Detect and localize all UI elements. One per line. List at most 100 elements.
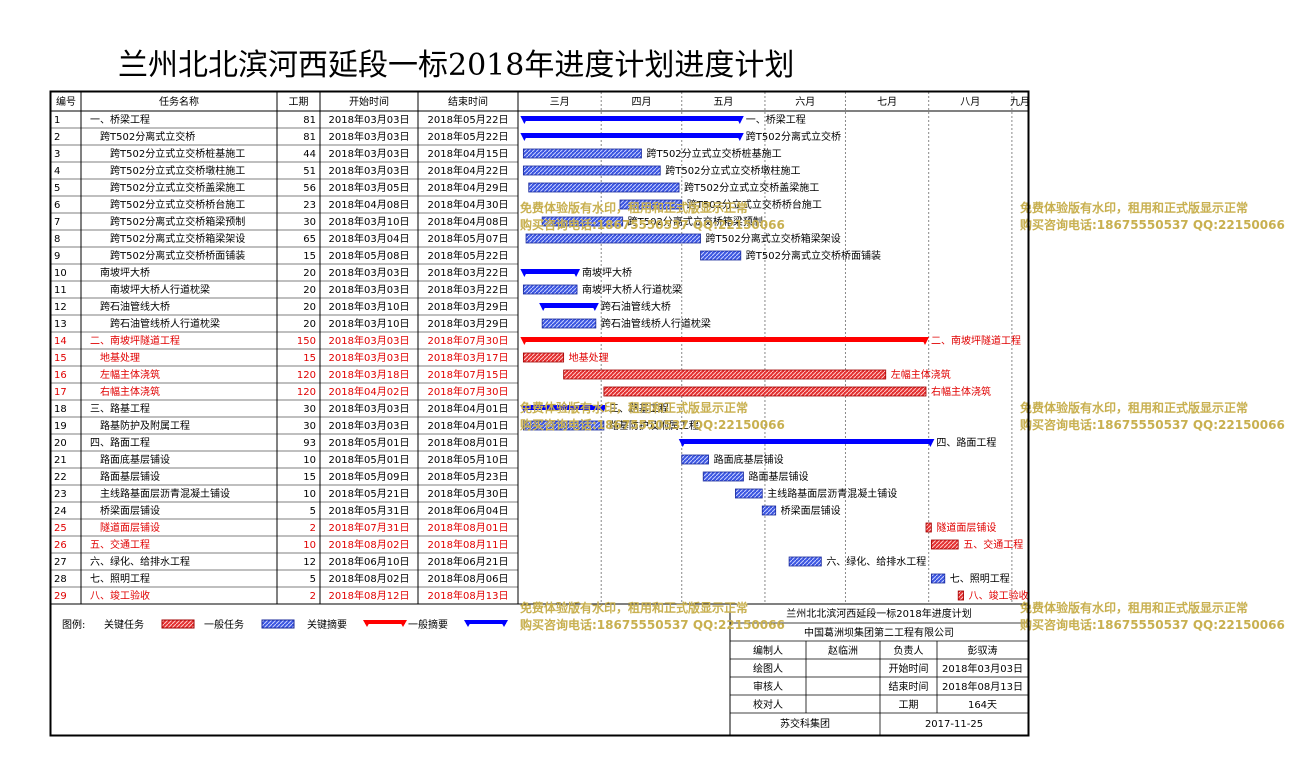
task-start: 2018年03月05日 xyxy=(329,181,410,194)
info-cell: 164天 xyxy=(968,700,997,711)
header-name: 任务名称 xyxy=(159,95,199,108)
task-start: 2018年05月31日 xyxy=(329,504,410,517)
task-name: 跨T502分立式立交桥盖梁施工 xyxy=(110,181,245,194)
task-start: 2018年04月08日 xyxy=(329,198,410,211)
task-start: 2018年03月03日 xyxy=(329,351,410,364)
task-name: 地基处理 xyxy=(100,351,140,364)
watermark-line2: 购买咨询电话:18675550537 QQ:22150066 xyxy=(520,417,785,432)
bar-label: 南坡坪大桥 xyxy=(582,266,632,279)
header-duration: 工期 xyxy=(289,96,309,108)
task-name: 跨石油管线桥人行道枕梁 xyxy=(110,317,220,330)
task-duration: 44 xyxy=(303,149,316,160)
task-duration: 30 xyxy=(303,421,316,432)
info-footer-right: 2017-11-25 xyxy=(925,719,983,730)
legend-item-label: 关键任务 xyxy=(104,618,144,631)
summary-bar-start-cap xyxy=(520,116,529,124)
watermark-line2: 购买咨询电话:18675550537 QQ:22150066 xyxy=(1020,217,1285,232)
task-id: 6 xyxy=(54,200,60,211)
bar-label: 隧道面层铺设 xyxy=(936,521,996,534)
bar-label: 二、南坡坪隧道工程 xyxy=(931,334,1021,347)
summary-bar-end-cap xyxy=(926,439,935,447)
watermark-line1: 免费体验版有水印，租用和正式版显示正常 xyxy=(1020,400,1248,415)
task-start: 2018年03月03日 xyxy=(329,266,410,279)
task-name: 四、路面工程 xyxy=(90,436,150,449)
info-cell: 工期 xyxy=(899,699,919,711)
task-id: 10 xyxy=(54,268,67,279)
legend-swatch xyxy=(365,620,405,624)
task-duration: 51 xyxy=(303,166,316,177)
task-duration: 15 xyxy=(303,353,316,364)
task-duration: 2 xyxy=(310,523,316,534)
task-start: 2018年08月12日 xyxy=(329,589,410,602)
bar-label: 跨T502分立式立交桥桥台施工 xyxy=(687,198,822,211)
task-end: 2018年04月08日 xyxy=(428,215,509,228)
month-label: 八月 xyxy=(960,96,980,108)
bar-label: 地基处理 xyxy=(569,351,609,364)
task-end: 2018年04月22日 xyxy=(428,164,509,177)
summary-bar-start-cap xyxy=(520,133,529,141)
task-id: 8 xyxy=(54,234,60,245)
bar-label: 一、桥梁工程 xyxy=(746,113,806,126)
task-bar xyxy=(528,182,680,193)
task-end: 2018年08月13日 xyxy=(428,589,509,602)
summary-bar xyxy=(681,439,932,444)
watermark-line1: 免费体验版有水印，租用和正式版显示正常 xyxy=(520,200,748,215)
task-start: 2018年03月03日 xyxy=(329,283,410,296)
task-duration: 93 xyxy=(303,438,316,449)
task-duration: 10 xyxy=(303,540,316,551)
task-id: 2 xyxy=(54,132,60,143)
task-end: 2018年05月10日 xyxy=(428,453,509,466)
summary-bar-end-cap xyxy=(590,303,599,311)
legend-title: 图例: xyxy=(62,618,85,631)
task-start: 2018年08月02日 xyxy=(329,538,410,551)
bar-label: 桥梁面层铺设 xyxy=(781,504,841,517)
task-start: 2018年03月03日 xyxy=(329,402,410,415)
task-start: 2018年05月09日 xyxy=(329,470,410,483)
task-id: 17 xyxy=(54,387,67,398)
task-end: 2018年06月04日 xyxy=(428,504,509,517)
task-start: 2018年08月02日 xyxy=(329,572,410,585)
legend-swatch xyxy=(161,619,195,629)
task-bar xyxy=(563,369,887,380)
task-duration: 2 xyxy=(310,591,316,602)
task-name: 七、照明工程 xyxy=(90,573,150,585)
task-start: 2018年07月31日 xyxy=(329,521,410,534)
task-name: 南坡坪大桥人行道枕梁 xyxy=(110,283,210,296)
summary-bar xyxy=(523,337,926,342)
task-name: 左幅主体浇筑 xyxy=(100,368,160,381)
bar-label: 跨T502分立式立交桥墩柱施工 xyxy=(665,164,800,177)
header-id: 编号 xyxy=(56,95,76,108)
summary-bar xyxy=(523,133,741,138)
task-end: 2018年03月29日 xyxy=(428,300,509,313)
info-cell: 审核人 xyxy=(753,680,783,693)
watermark-line2: 购买咨询电话:18675550537 QQ:22150066 xyxy=(520,217,785,232)
summary-bar xyxy=(542,303,596,308)
task-name: 三、路基工程 xyxy=(90,402,150,415)
month-label: 三月 xyxy=(550,96,570,108)
task-bar xyxy=(522,148,642,159)
task-end: 2018年04月30日 xyxy=(428,198,509,211)
info-cell: 2018年08月13日 xyxy=(942,680,1023,693)
task-end: 2018年05月22日 xyxy=(428,130,509,143)
summary-bar xyxy=(523,116,741,121)
legend-item-label: 关键摘要 xyxy=(307,618,347,631)
task-name: 跨T502分离式立交桥箱梁架设 xyxy=(110,232,245,245)
task-start: 2018年06月10日 xyxy=(329,555,410,568)
info-cell: 校对人 xyxy=(753,698,783,711)
info-cell: 开始时间 xyxy=(889,662,929,675)
info-project: 兰州北北滨河西延段一标2018年进度计划 xyxy=(786,607,971,620)
task-duration: 20 xyxy=(303,302,316,313)
task-duration: 20 xyxy=(303,268,316,279)
task-end: 2018年03月22日 xyxy=(428,283,509,296)
task-id: 14 xyxy=(54,336,67,347)
legend-swatch xyxy=(466,620,506,624)
task-id: 3 xyxy=(54,149,60,160)
bar-label: 路基防护及附属工程 xyxy=(609,419,699,432)
task-id: 18 xyxy=(54,404,67,415)
task-end: 2018年03月17日 xyxy=(428,351,509,364)
bar-label: 路面基层铺设 xyxy=(748,470,808,483)
bar-label: 六、绿化、给排水工程 xyxy=(826,555,926,568)
task-bar xyxy=(735,488,763,499)
task-bar xyxy=(603,386,927,397)
